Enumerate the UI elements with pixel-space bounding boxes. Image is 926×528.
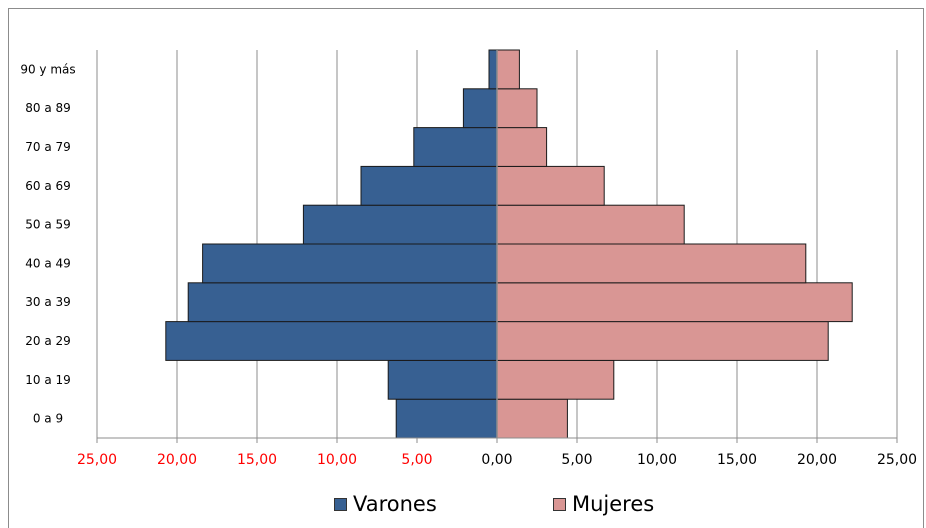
x-tick-label: 25,00 [877,452,917,468]
bar-varones [187,282,498,323]
bar-mujeres [496,204,685,245]
axes [96,50,898,443]
bar-mujeres [496,398,568,439]
bar-mujeres [496,49,520,90]
x-tick-label: 20,00 [797,452,837,468]
x-tick-label: 20,00 [157,452,197,468]
x-tick-label: 15,00 [237,452,277,468]
bar-varones [488,49,498,90]
category-label: 70 a 79 [25,140,71,154]
category-label: 40 a 49 [25,256,71,270]
bar-varones [413,127,498,167]
category-label: 90 y más [20,62,75,76]
legend-label-varones: Varones [353,492,437,516]
labels: 25,00 20,00 15,00 10,00 5,00 0,00 5,00 10,00 15,… [20,62,917,468]
x-tick-label: 5,00 [401,452,432,468]
bar-varones [387,359,498,400]
bar-varones [202,243,498,284]
legend-label-mujeres: Mujeres [572,492,655,516]
category-label: 10 a 19 [25,373,71,387]
category-label: 60 a 69 [25,179,71,193]
category-label: 50 a 59 [25,218,71,232]
bar-mujeres [496,88,538,129]
bar-varones [165,321,498,361]
x-tick-label: 10,00 [317,452,357,468]
gridlines [96,50,898,438]
x-tick-label: 5,00 [561,452,592,468]
bars [165,49,853,439]
legend: Varones Mujeres [0,490,926,518]
x-tick-label: 15,00 [717,452,757,468]
legend-item-mujeres: Mujeres [553,490,654,518]
bar-mujeres [496,321,829,361]
bar-varones [302,204,498,245]
bar-varones [462,88,498,129]
legend-swatch-mujeres [553,497,566,511]
bar-varones [360,165,498,206]
bar-mujeres [496,127,548,167]
x-tick-label: 10,00 [637,452,677,468]
category-label: 0 a 9 [33,412,63,426]
bar-mujeres [496,243,807,284]
bar-mujeres [496,359,615,400]
category-label: 80 a 89 [25,101,71,115]
x-tick-label: 25,00 [77,452,117,468]
bar-mujeres [496,282,853,323]
bar-mujeres [496,165,605,206]
legend-item-varones: Varones [334,490,437,518]
population-pyramid-chart: 25,00 20,00 15,00 10,00 5,00 0,00 5,00 10,00 15,… [20,49,917,468]
category-label: 20 a 29 [25,334,71,348]
x-tick-label: 0,00 [481,452,512,468]
bar-varones [395,398,498,439]
category-label: 30 a 39 [25,295,71,309]
legend-swatch-varones [334,497,347,511]
